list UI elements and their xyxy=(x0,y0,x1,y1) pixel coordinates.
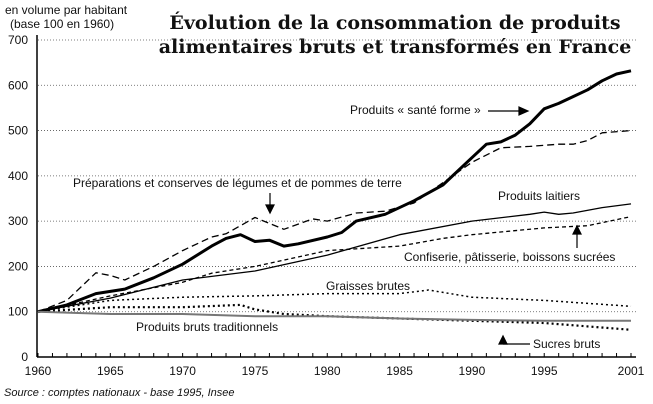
chart-title-line-1: Évolution de la consommation de produits xyxy=(169,11,620,34)
label-confiserie: Confiserie, pâtisserie, boissons sucrées xyxy=(404,250,615,264)
x-tick-label: 1960 xyxy=(25,364,52,378)
y-tick-label: 0 xyxy=(21,350,28,364)
series-line-0 xyxy=(37,69,632,314)
x-tick-label: 1970 xyxy=(169,364,196,378)
y-tick-label: 400 xyxy=(8,169,28,183)
arrow-head-confiserie xyxy=(572,224,582,235)
label-graisses-brutes: Graisses brutes xyxy=(326,279,410,293)
y-tick-label: 100 xyxy=(8,305,28,319)
x-tick-label: 1975 xyxy=(242,364,269,378)
label-produits-bruts-traditionnels: Produits bruts traditionnels xyxy=(136,320,278,334)
x-tick-label: 1990 xyxy=(459,364,486,378)
x-tick-label: 1995 xyxy=(531,364,558,378)
arrow-head-sante-forme xyxy=(518,106,530,116)
x-tick-label: 1985 xyxy=(386,364,413,378)
x-tick-label: 2001 xyxy=(618,364,645,378)
series-line-3 xyxy=(37,215,632,313)
arrow-head-preparations xyxy=(265,204,275,215)
label-sucres-bruts: Sucres bruts xyxy=(533,337,600,351)
y-axis-label-line-1: en volume par habitant xyxy=(5,3,128,17)
y-tick-label: 200 xyxy=(8,259,28,273)
label-preparations: Préparations et conserves de légumes et … xyxy=(73,176,402,190)
series-line-2 xyxy=(37,203,632,313)
series-line-4 xyxy=(37,289,632,313)
y-tick-label: 300 xyxy=(8,214,28,228)
x-tick-label: 1965 xyxy=(97,364,124,378)
y-tick-label: 600 xyxy=(8,78,28,92)
x-tick-label: 1980 xyxy=(314,364,341,378)
series-line-6 xyxy=(37,310,631,322)
y-tick-label: 700 xyxy=(8,33,28,47)
y-axis-label-line-2: (base 100 en 1960) xyxy=(10,17,114,31)
series-line-1 xyxy=(37,129,632,313)
arrow-head-sucres-bruts xyxy=(498,334,508,345)
y-tick-label: 500 xyxy=(8,124,28,138)
source-note: Source : comptes nationaux - base 1995, … xyxy=(4,387,235,399)
chart-title-line-2: alimentaires bruts et transformés en Fra… xyxy=(159,36,632,58)
label-sante-forme: Produits « santé forme » xyxy=(350,103,481,117)
label-produits-laitiers: Produits laitiers xyxy=(498,189,580,203)
series-line-5 xyxy=(37,303,632,331)
